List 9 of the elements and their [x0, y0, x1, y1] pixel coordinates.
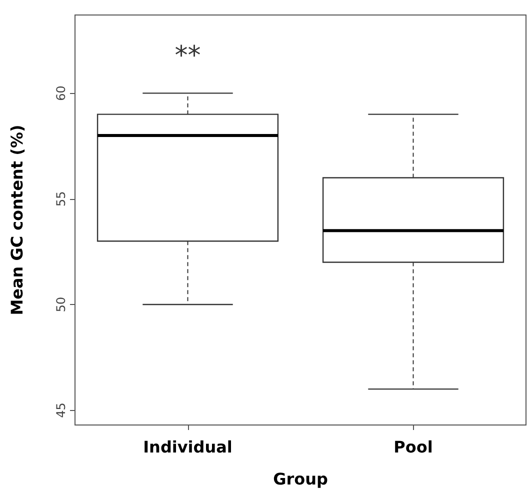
y-tick-label: 45 — [54, 402, 68, 418]
x-tick-label: Individual — [143, 438, 232, 456]
y-tick-label: 50 — [54, 296, 68, 312]
x-axis-title: Group — [273, 470, 328, 488]
y-axis-title: Mean GC content (%) — [8, 124, 26, 316]
x-tick-label: Pool — [394, 438, 433, 456]
annotation: ** — [174, 41, 201, 71]
y-tick-label: 60 — [54, 86, 68, 101]
y-tick-label: 55 — [54, 191, 68, 207]
